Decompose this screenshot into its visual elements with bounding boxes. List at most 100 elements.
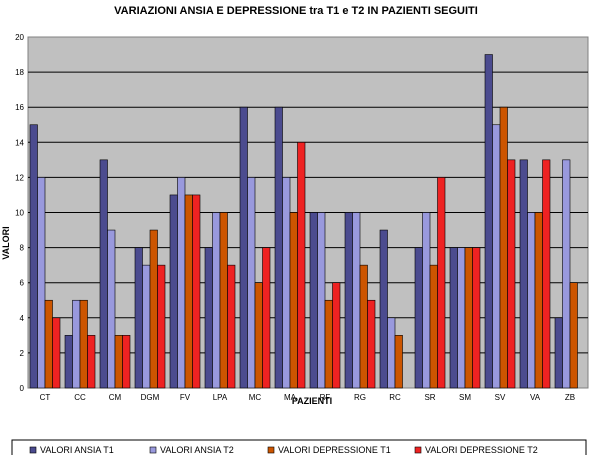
bar [562,159,571,389]
y-tick-labels: 0 2 4 6 8 10 12 14 16 18 20 [15,33,24,393]
legend-swatch [267,446,275,454]
x-tick-label: MC [249,393,262,402]
bar [297,142,306,389]
bar [134,247,143,389]
bar [394,335,403,389]
y-axis-title: VALORI [1,226,11,259]
bar [499,106,508,389]
x-axis-title: PAZIENTI [292,396,332,406]
legend-label: VALORI DEPRESSIONE T1 [278,445,391,455]
y-tick-label: 16 [15,103,24,112]
bar [282,177,291,389]
bar [219,212,228,389]
bar [379,229,388,389]
bar [472,247,481,389]
x-tick-label: SM [459,393,471,402]
bar [274,106,283,389]
y-tick-label: 18 [15,68,24,77]
y-tick-label: 20 [15,33,24,42]
bar [449,247,458,389]
bar [344,212,353,389]
bar [72,299,81,389]
y-tick-label: 0 [20,384,25,393]
x-tick-label: RF [320,393,331,402]
y-tick-label: 10 [15,209,24,218]
x-tick-label: SV [495,393,506,402]
x-tick-label: SR [424,393,435,402]
x-tick-label: ZB [565,393,575,402]
bar [114,335,123,389]
bar [29,124,38,389]
bar [332,282,341,389]
bar [254,282,263,389]
bar [204,247,213,389]
legend-label: VALORI ANSIA T2 [160,445,234,455]
legend-label: VALORI DEPRESSIONE T2 [425,445,538,455]
y-tick-label: 12 [15,173,24,182]
bar [507,159,516,389]
bar [44,299,53,389]
legend-swatch [414,446,422,454]
x-tick-labels: CT CC CM DGM FV LPA MC MA RF RG RC SR SM SV VA ZB [40,393,575,402]
bar [227,264,236,389]
bar [184,194,193,389]
bar [262,247,271,389]
bar [122,335,131,389]
bar [569,282,578,389]
bar [177,177,186,389]
bar [239,106,248,389]
bars [29,54,578,389]
bar [359,264,368,389]
bar [99,159,108,389]
x-tick-label: LPA [213,393,228,402]
bar [169,194,178,389]
legend-swatch [29,446,37,454]
x-tick-label: VA [530,393,541,402]
x-tick-label: CC [74,393,86,402]
bar [289,212,298,389]
bar [212,212,221,389]
bar [142,264,151,389]
bar [414,247,423,389]
chart-title: VARIAZIONI ANSIA E DEPRESSIONE tra T1 e … [114,5,478,17]
bar [157,264,166,389]
bar [37,177,46,389]
x-tick-label: MA [284,393,297,402]
bar [542,159,551,389]
bar [534,212,543,389]
bar [107,229,116,389]
y-tick-label: 14 [15,138,24,147]
bar [87,335,96,389]
bar [309,212,318,389]
bar [64,335,73,389]
y-tick-label: 2 [20,349,25,358]
y-tick-label: 8 [20,244,25,253]
legend: VALORI ANSIA T1 VALORI ANSIA T2 VALORI DEP… [11,439,587,455]
x-tick-label: RG [354,393,366,402]
bar [324,299,333,389]
y-tick-label: 4 [20,314,25,323]
legend-label: VALORI ANSIA T1 [40,445,114,455]
x-tick-label: CT [40,393,51,402]
x-tick-label: DGM [141,393,160,402]
x-tick-label: CM [109,393,122,402]
bar [352,212,361,389]
bar [52,317,61,389]
bar [247,177,256,389]
bar [519,159,528,389]
bar [554,317,563,389]
bar [492,124,501,389]
bar [437,177,446,389]
bar [317,212,326,389]
bar [429,264,438,389]
y-tick-label: 6 [20,279,25,288]
bar [79,299,88,389]
bar [422,212,431,389]
bar [367,299,376,389]
bar [484,54,493,389]
legend-swatch [149,446,157,454]
bar [464,247,473,389]
bar [192,194,201,389]
x-tick-label: FV [180,393,191,402]
